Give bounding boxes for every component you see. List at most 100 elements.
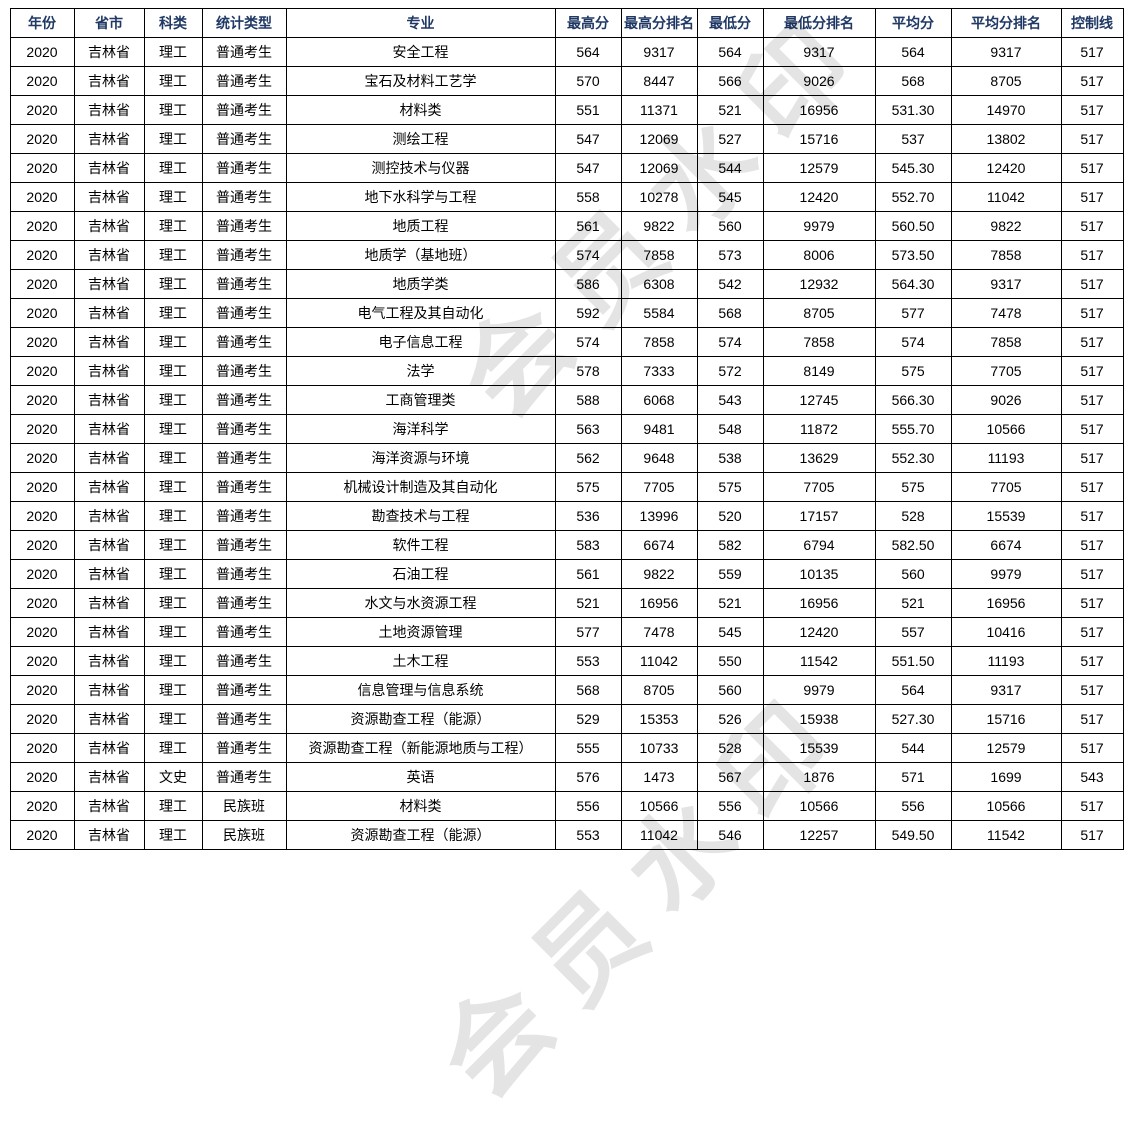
- table-cell: 吉林省: [73, 37, 145, 67]
- table-cell: 517: [1060, 588, 1124, 618]
- table-cell: 12579: [950, 733, 1062, 763]
- table-cell: 7858: [762, 327, 876, 357]
- table-cell: 526: [696, 704, 764, 734]
- table-cell: 吉林省: [73, 356, 145, 386]
- table-cell: 10416: [950, 617, 1062, 647]
- table-cell: 517: [1060, 559, 1124, 589]
- table-cell: 570: [554, 66, 622, 96]
- table-cell: 2020: [9, 327, 75, 357]
- table-cell: 理工: [143, 704, 203, 734]
- table-cell: 石油工程: [285, 559, 556, 589]
- table-cell: 9979: [950, 559, 1062, 589]
- table-cell: 吉林省: [73, 385, 145, 415]
- admission-score-table: 年份 省市 科类 统计类型 专业 最高分 最高分排名 最低分 最低分排名 平均分 平均分排名 控制线 …: [9, 8, 1124, 850]
- table-cell: 8705: [950, 66, 1062, 96]
- table-cell: 普通考生: [201, 733, 287, 763]
- table-row: 2020 吉林省 理工 普通考生 法学 578 7333 572 8149 575 7705 517: [9, 356, 1124, 386]
- table-row: 2020 吉林省 理工 普通考生 地下水科学与工程 558 10278 545 12420 552…: [9, 182, 1124, 212]
- table-cell: 543: [1060, 762, 1124, 792]
- table-cell: 560: [696, 211, 764, 241]
- table-row: 2020 吉林省 理工 普通考生 电气工程及其自动化 592 5584 568 8705 577 7…: [9, 298, 1124, 328]
- table-cell: 573.50: [874, 240, 952, 270]
- table-cell: 574: [696, 327, 764, 357]
- table-cell: 538: [696, 443, 764, 473]
- table-cell: 11042: [620, 646, 698, 676]
- table-row: 2020 吉林省 理工 普通考生 海洋科学 563 9481 548 11872 555.70 10…: [9, 414, 1124, 444]
- table-cell: 9648: [620, 443, 698, 473]
- table-cell: 6674: [620, 530, 698, 560]
- table-cell: 普通考生: [201, 124, 287, 154]
- table-cell: 8447: [620, 66, 698, 96]
- table-cell: 567: [696, 762, 764, 792]
- table-cell: 测绘工程: [285, 124, 556, 154]
- table-cell: 吉林省: [73, 559, 145, 589]
- table-cell: 527.30: [874, 704, 952, 734]
- table-row: 2020 吉林省 理工 普通考生 水文与水资源工程 521 16956 521 16956 521…: [9, 588, 1124, 618]
- table-cell: 517: [1060, 617, 1124, 647]
- table-cell: 528: [696, 733, 764, 763]
- table-cell: 521: [554, 588, 622, 618]
- table-cell: 8006: [762, 240, 876, 270]
- table-cell: 10278: [620, 182, 698, 212]
- table-cell: 法学: [285, 356, 556, 386]
- table-cell: 理工: [143, 733, 203, 763]
- table-cell: 吉林省: [73, 530, 145, 560]
- table-cell: 547: [554, 153, 622, 183]
- column-header: 最高分: [554, 8, 622, 38]
- table-cell: 7858: [950, 240, 1062, 270]
- table-cell: 普通考生: [201, 501, 287, 531]
- table-row: 2020 吉林省 理工 民族班 资源勘查工程（能源） 553 11042 546 12257 54…: [9, 820, 1124, 850]
- table-cell: 543: [696, 385, 764, 415]
- table-cell: 理工: [143, 385, 203, 415]
- table-row: 2020 吉林省 理工 普通考生 信息管理与信息系统 568 8705 560 9979 564 9…: [9, 675, 1124, 705]
- table-cell: 517: [1060, 704, 1124, 734]
- table-cell: 普通考生: [201, 327, 287, 357]
- column-header: 平均分排名: [950, 8, 1062, 38]
- table-cell: 普通考生: [201, 675, 287, 705]
- table-row: 2020 吉林省 理工 普通考生 资源勘查工程（能源） 529 15353 526 15938 5…: [9, 704, 1124, 734]
- table-cell: 2020: [9, 675, 75, 705]
- table-cell: 2020: [9, 762, 75, 792]
- table-row: 2020 吉林省 理工 普通考生 地质学类 586 6308 542 12932 564.30 93…: [9, 269, 1124, 299]
- table-cell: 理工: [143, 646, 203, 676]
- table-row: 2020 吉林省 理工 普通考生 地质工程 561 9822 560 9979 560.50 982…: [9, 211, 1124, 241]
- table-cell: 电气工程及其自动化: [285, 298, 556, 328]
- table-cell: 资源勘查工程（能源）: [285, 704, 556, 734]
- table-cell: 理工: [143, 327, 203, 357]
- table-cell: 10135: [762, 559, 876, 589]
- table-row: 2020 吉林省 理工 普通考生 安全工程 564 9317 564 9317 564 9317 51…: [9, 37, 1124, 67]
- table-cell: 12257: [762, 820, 876, 850]
- table-cell: 6308: [620, 269, 698, 299]
- table-cell: 吉林省: [73, 153, 145, 183]
- table-cell: 16956: [950, 588, 1062, 618]
- table-cell: 普通考生: [201, 269, 287, 299]
- table-row: 2020 吉林省 理工 普通考生 软件工程 583 6674 582 6794 582.50 667…: [9, 530, 1124, 560]
- table-cell: 普通考生: [201, 414, 287, 444]
- table-cell: 561: [554, 211, 622, 241]
- table-cell: 557: [874, 617, 952, 647]
- table-cell: 582: [696, 530, 764, 560]
- table-cell: 2020: [9, 733, 75, 763]
- table-cell: 11193: [950, 646, 1062, 676]
- table-cell: 理工: [143, 211, 203, 241]
- table-cell: 574: [874, 327, 952, 357]
- table-cell: 2020: [9, 443, 75, 473]
- table-cell: 576: [554, 762, 622, 792]
- table-cell: 吉林省: [73, 414, 145, 444]
- column-header: 省市: [73, 8, 145, 38]
- table-cell: 2020: [9, 124, 75, 154]
- table-cell: 普通考生: [201, 704, 287, 734]
- table-cell: 2020: [9, 182, 75, 212]
- table-cell: 9026: [762, 66, 876, 96]
- table-cell: 16956: [762, 95, 876, 125]
- table-cell: 15716: [762, 124, 876, 154]
- table-cell: 电子信息工程: [285, 327, 556, 357]
- table-cell: 16956: [762, 588, 876, 618]
- table-cell: 553: [554, 820, 622, 850]
- table-cell: 2020: [9, 414, 75, 444]
- table-cell: 545: [696, 617, 764, 647]
- table-cell: 普通考生: [201, 298, 287, 328]
- table-cell: 546: [696, 820, 764, 850]
- table-cell: 理工: [143, 501, 203, 531]
- table-row: 2020 吉林省 理工 普通考生 材料类 551 11371 521 16956 531.30 14…: [9, 95, 1124, 125]
